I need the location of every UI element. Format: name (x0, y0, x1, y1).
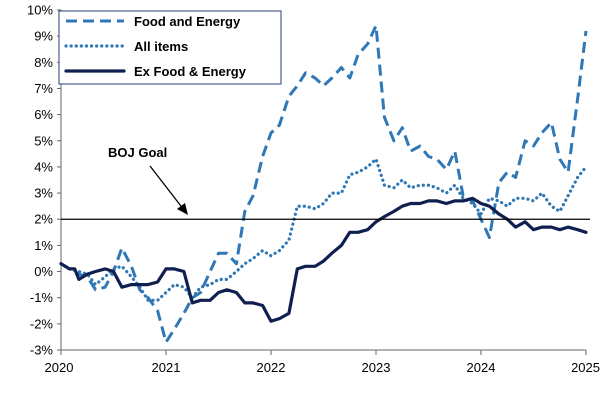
y-tick-label: 0% (34, 264, 53, 279)
legend-label: Ex Food & Energy (134, 64, 247, 79)
x-tick-label: 2021 (152, 360, 181, 375)
series-line-all-items (59, 157, 588, 302)
series-line-food-and-energy (60, 24, 588, 344)
y-axis-tick-labels: -3% -2% -1% 0% 1% 2% 3% 4% 5% 6% 7% 8% 9% 10% (27, 3, 53, 358)
y-tick-label: -3% (30, 343, 54, 358)
y-tick-label: -2% (30, 316, 54, 331)
y-tick-label: 10% (27, 3, 53, 18)
legend-label: Food and Energy (134, 14, 241, 29)
series-layer (59, 24, 588, 344)
x-tick-label: 2022 (257, 360, 286, 375)
legend: Food and Energy All items Ex Food & Energy (58, 10, 282, 85)
x-tick-label: 2023 (362, 360, 391, 375)
x-tick-label: 2020 (45, 360, 74, 375)
y-tick-label: 8% (34, 55, 53, 70)
boj-goal-arrow (149, 165, 185, 211)
x-axis-tick-labels: 2020 2021 2022 2023 2024 2025 (45, 360, 600, 375)
boj-goal-label: BOJ Goal (108, 145, 167, 160)
x-tick-label: 2024 (467, 360, 496, 375)
series-line-ex-food-energy (59, 196, 588, 323)
y-tick-label: 3% (34, 186, 53, 201)
y-tick-label: 5% (34, 133, 53, 148)
y-tick-label: 6% (34, 107, 53, 122)
annotation-layer: BOJ Goal (61, 145, 590, 220)
boj-goal-arrowhead (177, 203, 188, 215)
y-tick-label: 1% (34, 238, 53, 253)
legend-label: All items (134, 39, 188, 54)
y-tick-label: 9% (34, 29, 53, 44)
y-tick-label: 2% (34, 212, 53, 227)
y-tick-label: 7% (34, 81, 53, 96)
y-tick-label: -1% (30, 290, 54, 305)
x-tick-label: 2025 (571, 360, 600, 375)
y-tick-label: 4% (34, 159, 53, 174)
